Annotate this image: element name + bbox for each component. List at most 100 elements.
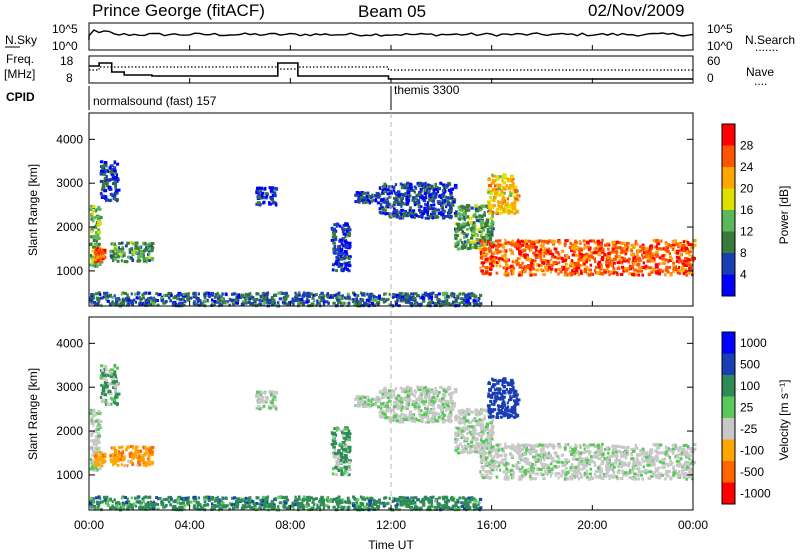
velocity-cell (495, 452, 499, 456)
power-cell (637, 266, 642, 270)
power-cell (111, 176, 116, 180)
velocity-cell (364, 402, 367, 406)
velocity-cell (473, 418, 477, 422)
velocity-cell (615, 456, 618, 460)
velocity-cell (404, 390, 408, 394)
velocity-cell (401, 420, 405, 424)
velocity-cell (461, 445, 464, 448)
velocity-cell (571, 457, 576, 461)
power-cell (578, 250, 581, 254)
velocity-cell (121, 445, 124, 449)
velocity-cell (644, 451, 649, 455)
velocity-cell (425, 389, 430, 393)
power-cell (540, 245, 545, 249)
power-cell (388, 202, 392, 206)
power-cell (571, 247, 575, 250)
power-cell (378, 296, 381, 300)
power-cell (497, 193, 500, 197)
power-cell (114, 171, 117, 175)
power-cell (91, 257, 94, 261)
velocity-cell (423, 396, 427, 400)
power-cell (461, 230, 465, 234)
power-cell (337, 258, 340, 262)
velocity-cell (678, 470, 681, 473)
power-cell (583, 255, 587, 259)
velocity-cell (673, 469, 678, 473)
power-cell (498, 205, 501, 209)
power-cell (244, 292, 248, 296)
power-cell (381, 207, 385, 211)
velocity-cell (421, 416, 425, 419)
power-cell (126, 241, 130, 245)
power-cell (285, 302, 290, 306)
power-cell (456, 234, 459, 237)
velocity-cell (101, 464, 104, 468)
power-cell (257, 196, 261, 200)
power-cell (570, 249, 574, 253)
power-cell (396, 196, 399, 200)
power-cell (416, 182, 420, 186)
power-cell (407, 294, 411, 298)
velocity-cell (399, 416, 404, 420)
velocity-cell (257, 400, 261, 404)
power-cell (495, 248, 499, 252)
velocity-cell (471, 444, 476, 448)
power-cell (456, 247, 461, 251)
power-cell (569, 271, 573, 275)
power-cell (355, 200, 359, 203)
velocity-cell (663, 450, 667, 454)
power-cell (316, 301, 319, 305)
power-cell (388, 292, 391, 296)
velocity-cell (461, 434, 465, 438)
velocity-cell (618, 450, 621, 453)
power-cell (620, 258, 623, 262)
power-cell (130, 292, 133, 296)
power-cell (654, 245, 657, 249)
velocity-cell (386, 401, 389, 405)
power-cell (466, 299, 470, 303)
velocity-cell (621, 469, 625, 473)
power-cell (142, 241, 146, 245)
velocity-cell (474, 411, 478, 415)
velocity-cell (641, 457, 644, 461)
power-cell (383, 187, 387, 191)
power-cell (637, 273, 640, 277)
velocity-cell (605, 471, 609, 475)
velocity-cell (332, 439, 336, 443)
power-cell (268, 298, 271, 302)
power-cell (477, 297, 481, 300)
velocity-cell (466, 431, 469, 435)
power-cell (89, 253, 93, 257)
power-cell (684, 246, 689, 250)
power-cell (134, 244, 138, 248)
power-cell (149, 246, 154, 250)
velocity-cell (463, 436, 466, 439)
velocity-cell (405, 418, 410, 422)
power-cell (347, 244, 349, 248)
velocity-cell (381, 415, 385, 419)
power-cell (339, 254, 343, 258)
velocity-cell (134, 447, 137, 451)
power-cell (628, 272, 633, 276)
power-cell (319, 299, 323, 303)
velocity-cell (450, 405, 453, 409)
velocity-cell (141, 455, 145, 459)
velocity-cell (481, 408, 484, 412)
power-cell (502, 266, 506, 270)
velocity-cell (682, 444, 685, 448)
power-cell (402, 214, 406, 217)
power-cell (353, 293, 356, 296)
velocity-cell (104, 373, 107, 377)
power-cell (664, 258, 669, 262)
power-cell (130, 299, 134, 303)
velocity-cell (103, 368, 108, 372)
power-cell (424, 202, 427, 206)
velocity-cell (641, 447, 645, 451)
velocity-cell (636, 473, 640, 477)
power-cell (643, 255, 646, 259)
power-cell (570, 259, 573, 263)
power-cell (684, 257, 687, 261)
power-cell (489, 217, 493, 221)
power-cell (260, 194, 264, 198)
power-cell (540, 269, 545, 273)
